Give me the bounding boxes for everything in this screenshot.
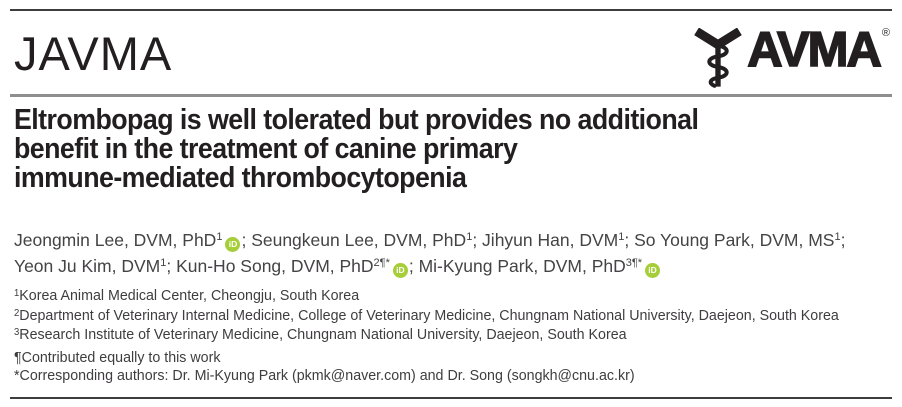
author: Seungkeun Lee, DVM, PhD1; — [246, 230, 478, 250]
registered-trademark: ® — [881, 27, 890, 39]
author-affiliation-superscript: 1 — [618, 231, 625, 243]
title-line-1: Eltrombopag is well tolerated but provid… — [14, 104, 699, 136]
orcid-icon[interactable]: iD — [392, 263, 408, 278]
author-separator: ; — [166, 256, 172, 276]
author-affiliation-superscript: 1 — [466, 231, 473, 243]
top-rule — [10, 9, 892, 11]
author-affiliation-superscript: 1 — [216, 231, 223, 243]
javma-journal-logo: JAVMA — [14, 27, 173, 80]
author-separator: ; — [472, 230, 478, 250]
author: Jihyun Han, DVM1; — [477, 230, 630, 250]
footnote-marker: ¶ — [14, 349, 22, 366]
veterinary-caduceus-icon — [693, 27, 743, 95]
footnote-contributed-equally: ¶Contributed equally to this work — [14, 349, 221, 366]
author-line-1: Jeongmin Lee, DVM, PhD1iD; Seungkeun Lee… — [14, 229, 845, 255]
author: So Young Park, DVM, MS1; — [629, 230, 846, 250]
title-line-3: immune-mediated thrombocytopenia — [14, 162, 467, 194]
avma-logo: AVMA ® — [693, 22, 890, 95]
footnote-corresponding-authors: *Corresponding authors: Dr. Mi-Kyung Par… — [14, 366, 635, 384]
author-line-2: Yeon Ju Kim, DVM1; Kun-Ho Song, DVM, PhD… — [14, 255, 845, 281]
title-line-2: benefit in the treatment of canine prima… — [14, 133, 518, 165]
bottom-rule — [10, 397, 892, 399]
affiliation-2: 2Department of Veterinary Internal Medic… — [14, 306, 839, 324]
affiliation-superscript: 2 — [14, 307, 20, 319]
author-separator: ; — [408, 256, 414, 276]
author-affiliation-superscript: 1 — [160, 257, 167, 269]
affiliation-superscript: 1 — [14, 288, 20, 299]
author-affiliation-superscript: 2¶* — [373, 257, 390, 269]
author-separator: ; — [241, 230, 247, 250]
affiliation-1: 1Korea Animal Medical Center, Cheongju, … — [14, 287, 360, 304]
author: Yeon Ju Kim, DVM1; — [14, 256, 172, 276]
author: Mi-Kyung Park, DVM, PhD3¶*iD — [414, 256, 661, 278]
author-affiliation-superscript: 1 — [834, 231, 841, 243]
footnote-marker: * — [14, 366, 20, 384]
affiliations-list: 1Korea Animal Medical Center, Cheongju, … — [14, 287, 839, 346]
article-title: Eltrombopag is well tolerated but provid… — [14, 104, 699, 194]
avma-logo-text: AVMA ® — [746, 22, 890, 78]
orcid-icon[interactable]: iD — [225, 237, 241, 252]
author-affiliation-superscript: 3¶* — [625, 257, 643, 269]
author-separator: ; — [624, 230, 630, 250]
affiliation-superscript: 3 — [14, 327, 20, 338]
author: Jeongmin Lee, DVM, PhD1iD; — [14, 230, 247, 252]
footnotes: ¶Contributed equally to this work *Corre… — [14, 349, 635, 384]
author: Kun-Ho Song, DVM, PhD2¶*iD; — [171, 256, 414, 278]
author-separator: ; — [840, 230, 846, 250]
author-byline: Jeongmin Lee, DVM, PhD1iD; Seungkeun Lee… — [14, 229, 845, 281]
orcid-icon[interactable]: iD — [645, 263, 661, 278]
affiliation-3: 3Research Institute of Veterinary Medici… — [14, 326, 627, 343]
masthead-divider-rule — [10, 94, 892, 97]
